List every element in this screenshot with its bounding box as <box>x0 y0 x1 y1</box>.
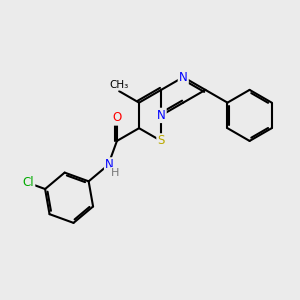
Text: S: S <box>158 134 165 147</box>
Text: H: H <box>111 168 119 178</box>
Text: N: N <box>179 70 188 84</box>
Text: N: N <box>157 109 166 122</box>
Text: CH₃: CH₃ <box>110 80 129 90</box>
Text: N: N <box>105 158 114 171</box>
Text: O: O <box>112 112 122 124</box>
Text: Cl: Cl <box>22 176 34 189</box>
